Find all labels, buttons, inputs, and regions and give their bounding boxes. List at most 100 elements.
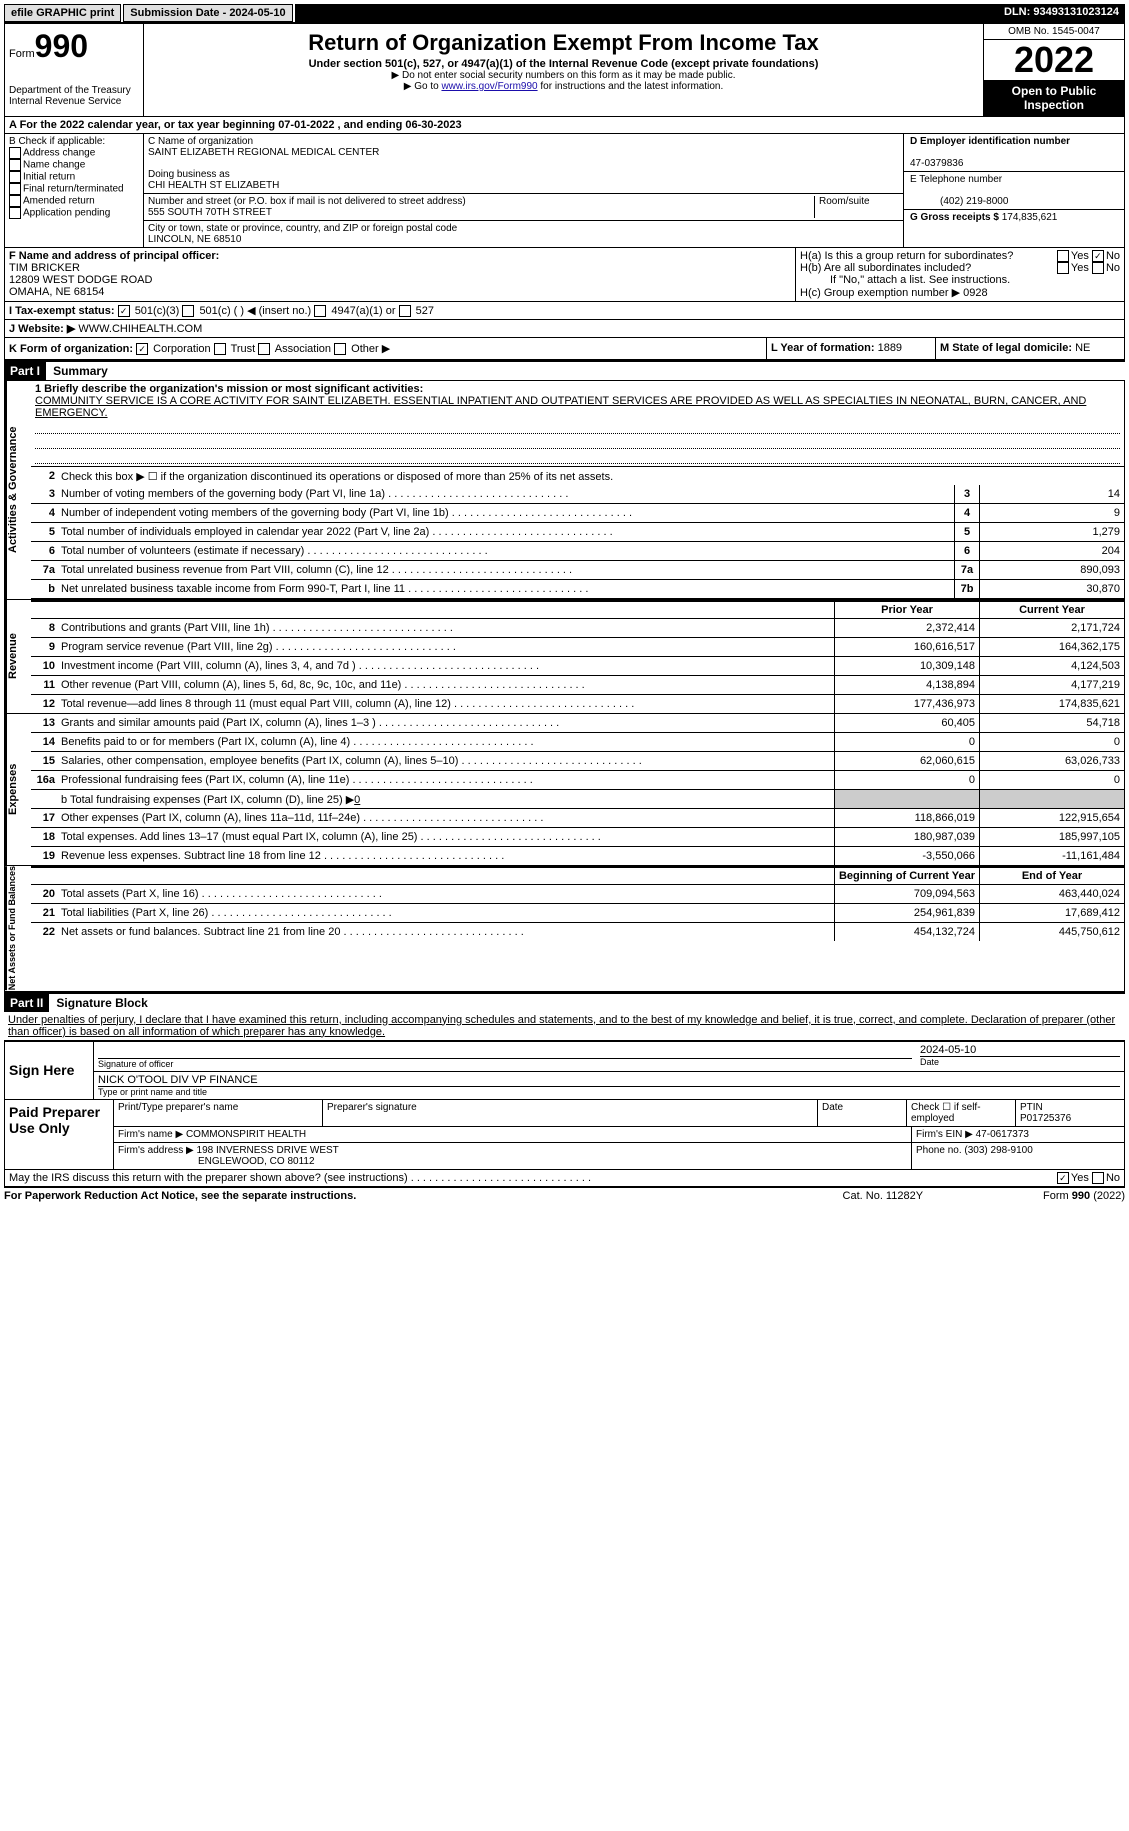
end-year-hdr: End of Year	[979, 868, 1124, 884]
signature-block: Sign Here Signature of officer 2024-05-1…	[4, 1040, 1125, 1100]
name-change-check[interactable]	[9, 159, 21, 171]
current-year-hdr: Current Year	[979, 602, 1124, 618]
summary-line: 20Total assets (Part X, line 16) 709,094…	[31, 885, 1124, 904]
netassets-header: Beginning of Current Year End of Year	[31, 866, 1124, 885]
line16b-desc: b Total fundraising expenses (Part IX, c…	[61, 794, 354, 806]
paid-preparer-label: Paid Preparer Use Only	[5, 1100, 114, 1169]
summary-line: 7aTotal unrelated business revenue from …	[31, 561, 1124, 580]
addr-change-label: Address change	[23, 148, 95, 159]
501c3-label: 501(c)(3)	[135, 305, 180, 317]
hb-yes[interactable]	[1057, 262, 1069, 274]
firm-name: COMMONSPIRIT HEALTH	[186, 1129, 306, 1140]
form-note1: ▶ Do not enter social security numbers o…	[148, 70, 979, 81]
amended-check[interactable]	[9, 195, 21, 207]
firm-ein-label: Firm's EIN ▶	[916, 1129, 973, 1140]
section-officer: F Name and address of principal officer:…	[4, 248, 1125, 302]
activities-governance: Activities & Governance 1 Briefly descri…	[4, 380, 1125, 600]
gross-label: G Gross receipts $	[910, 212, 999, 223]
form-note2: ▶ Go to www.irs.gov/Form990 for instruct…	[148, 81, 979, 92]
section-identity: B Check if applicable: Address change Na…	[4, 134, 1125, 248]
mission-text: COMMUNITY SERVICE IS A CORE ACTIVITY FOR…	[35, 395, 1120, 419]
form-title: Return of Organization Exempt From Incom…	[148, 30, 979, 56]
prior-year-hdr: Prior Year	[834, 602, 979, 618]
trust-check[interactable]	[214, 343, 226, 355]
vtab-activities: Activities & Governance	[5, 381, 31, 599]
topbar-spacer	[295, 4, 998, 22]
final-return-label: Final return/terminated	[23, 184, 124, 195]
begin-year-hdr: Beginning of Current Year	[834, 868, 979, 884]
dept-label: Department of the Treasury	[9, 85, 139, 96]
ha-label: H(a) Is this a group return for subordin…	[800, 250, 1057, 262]
501c3-check[interactable]: ✓	[118, 305, 130, 317]
open-inspection: Open to Public Inspection	[984, 80, 1124, 116]
note2-pre: ▶ Go to	[404, 81, 442, 92]
4947-label: 4947(a)(1) or	[331, 305, 395, 317]
part2-title: Signature Block	[52, 994, 151, 1012]
name-change-label: Name change	[23, 160, 85, 171]
city-label: City or town, state or province, country…	[148, 223, 899, 234]
part1-title: Summary	[49, 362, 112, 380]
ha-no[interactable]: ✓	[1092, 250, 1104, 262]
row-k: K Form of organization: ✓ Corporation Tr…	[4, 338, 1125, 360]
mission-label: 1 Briefly describe the organization's mi…	[35, 383, 423, 395]
prep-sig-label: Preparer's signature	[323, 1100, 818, 1126]
line16b-val: 0	[354, 794, 360, 806]
ha-yes[interactable]	[1057, 250, 1069, 262]
header-mid: Return of Organization Exempt From Incom…	[144, 24, 983, 116]
efile-button[interactable]: efile GRAPHIC print	[4, 4, 121, 22]
527-label: 527	[416, 305, 434, 317]
app-pending-label: Application pending	[23, 208, 110, 219]
revenue-header: Prior Year Current Year	[31, 600, 1124, 619]
final-return-check[interactable]	[9, 183, 21, 195]
firm-addr1: 198 INVERNESS DRIVE WEST	[197, 1145, 339, 1156]
tel-label: E Telephone number	[910, 174, 1002, 185]
part2-badge: Part II	[4, 994, 49, 1012]
summary-line: 22Net assets or fund balances. Subtract …	[31, 923, 1124, 941]
tax-status-label: I Tax-exempt status:	[9, 305, 115, 317]
city-value: LINCOLN, NE 68510	[148, 234, 899, 245]
initial-return-label: Initial return	[23, 172, 75, 183]
vtab-netassets: Net Assets or Fund Balances	[5, 866, 31, 990]
firm-phone: (303) 298-9100	[964, 1145, 1032, 1156]
app-pending-check[interactable]	[9, 207, 21, 219]
trust-label: Trust	[231, 343, 256, 355]
initial-return-check[interactable]	[9, 171, 21, 183]
irs-link[interactable]: www.irs.gov/Form990	[441, 81, 537, 92]
col-h-group: H(a) Is this a group return for subordin…	[796, 248, 1124, 301]
col-b-checkboxes: B Check if applicable: Address change Na…	[5, 134, 144, 247]
page-footer: For Paperwork Reduction Act Notice, see …	[4, 1187, 1125, 1204]
dba-value: CHI HEALTH ST ELIZABETH	[148, 180, 899, 191]
officer-addr2: OMAHA, NE 68154	[9, 286, 104, 298]
org-name: SAINT ELIZABETH REGIONAL MEDICAL CENTER	[148, 147, 899, 158]
other-check[interactable]	[334, 343, 346, 355]
hb-no[interactable]	[1092, 262, 1104, 274]
form-org-label: K Form of organization:	[9, 343, 133, 355]
discuss-no[interactable]	[1092, 1172, 1104, 1184]
sig-date-label: Date	[920, 1056, 1120, 1067]
col-c-org-info: C Name of organization SAINT ELIZABETH R…	[144, 134, 903, 247]
website-label: J Website: ▶	[9, 323, 75, 335]
prep-self-employed: Check ☐ if self-employed	[907, 1100, 1016, 1126]
assoc-label: Association	[275, 343, 331, 355]
other-label: Other ▶	[351, 343, 390, 355]
vtab-revenue: Revenue	[5, 600, 31, 713]
revenue-section: Revenue Prior Year Current Year 8Contrib…	[4, 600, 1125, 714]
part2-header: Part II Signature Block	[4, 992, 1125, 1012]
expenses-section: Expenses 13Grants and similar amounts pa…	[4, 714, 1125, 866]
submission-date: Submission Date - 2024-05-10	[123, 4, 292, 22]
col-f-officer: F Name and address of principal officer:…	[5, 248, 796, 301]
summary-line: 16aProfessional fundraising fees (Part I…	[31, 771, 1124, 790]
form-subtitle: Under section 501(c), 527, or 4947(a)(1)…	[148, 58, 979, 70]
prep-date-label: Date	[818, 1100, 907, 1126]
assoc-check[interactable]	[258, 343, 270, 355]
4947-check[interactable]	[314, 305, 326, 317]
tel-value: (402) 219-8000	[910, 196, 1008, 207]
discuss-yes[interactable]: ✓	[1057, 1172, 1069, 1184]
addr-change-check[interactable]	[9, 147, 21, 159]
corp-check[interactable]: ✓	[136, 343, 148, 355]
501c-check[interactable]	[182, 305, 194, 317]
527-check[interactable]	[399, 305, 411, 317]
mission-block: 1 Briefly describe the organization's mi…	[31, 381, 1124, 467]
room-label: Room/suite	[815, 196, 899, 218]
col-d-ein: D Employer identification number 47-0379…	[903, 134, 1124, 247]
